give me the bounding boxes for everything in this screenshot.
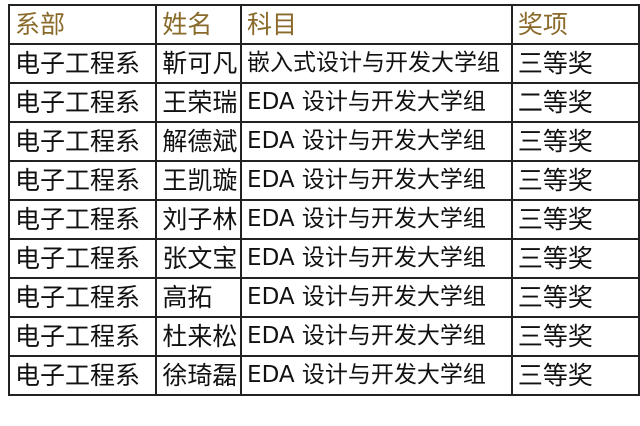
cell-name: 杜来松	[155, 316, 243, 357]
cell-award: 三等奖	[510, 277, 640, 318]
cell-name: 高拓	[155, 277, 243, 318]
header-subject: 科目	[240, 4, 513, 45]
table-row: 电子工程系 高拓 EDA 设计与开发大学组 三等奖	[7, 277, 640, 318]
cell-subject: EDA 设计与开发大学组	[240, 160, 513, 201]
table-row: 电子工程系 杜来松 EDA 设计与开发大学组 三等奖	[7, 316, 640, 357]
cell-award: 三等奖	[510, 355, 640, 396]
cell-department: 电子工程系	[7, 43, 158, 84]
header-name: 姓名	[155, 4, 243, 45]
cell-subject: EDA 设计与开发大学组	[240, 82, 513, 123]
cell-subject: EDA 设计与开发大学组	[240, 277, 513, 318]
cell-name: 徐琦磊	[155, 355, 243, 396]
cell-subject: EDA 设计与开发大学组	[240, 199, 513, 240]
cell-department: 电子工程系	[7, 121, 158, 162]
table-row: 电子工程系 王荣瑞 EDA 设计与开发大学组 二等奖	[7, 82, 640, 123]
table-row: 电子工程系 靳可凡 嵌入式设计与开发大学组 三等奖	[7, 43, 640, 84]
cell-name: 刘子林	[155, 199, 243, 240]
cell-award: 三等奖	[510, 43, 640, 84]
cell-award: 二等奖	[510, 82, 640, 123]
cell-award: 三等奖	[510, 121, 640, 162]
table-row: 电子工程系 张文宝 EDA 设计与开发大学组 三等奖	[7, 238, 640, 279]
header-department: 系部	[7, 4, 158, 45]
cell-department: 电子工程系	[7, 277, 158, 318]
table-row: 电子工程系 刘子林 EDA 设计与开发大学组 三等奖	[7, 199, 640, 240]
cell-department: 电子工程系	[7, 238, 158, 279]
table-row: 电子工程系 徐琦磊 EDA 设计与开发大学组 三等奖	[7, 355, 640, 396]
cell-award: 三等奖	[510, 316, 640, 357]
cell-name: 张文宝	[155, 238, 243, 279]
table-row: 电子工程系 王凯璇 EDA 设计与开发大学组 三等奖	[7, 160, 640, 201]
cell-subject: EDA 设计与开发大学组	[240, 238, 513, 279]
cell-department: 电子工程系	[7, 199, 158, 240]
cell-department: 电子工程系	[7, 160, 158, 201]
cell-subject: EDA 设计与开发大学组	[240, 316, 513, 357]
cell-name: 王凯璇	[155, 160, 243, 201]
cell-award: 三等奖	[510, 199, 640, 240]
cell-name: 王荣瑞	[155, 82, 243, 123]
cell-name: 解德斌	[155, 121, 243, 162]
table-row: 电子工程系 解德斌 EDA 设计与开发大学组 三等奖	[7, 121, 640, 162]
header-row: 系部 姓名 科目 奖项	[7, 4, 640, 45]
cell-subject: EDA 设计与开发大学组	[240, 355, 513, 396]
cell-award: 三等奖	[510, 238, 640, 279]
header-award: 奖项	[510, 4, 640, 45]
cell-award: 三等奖	[510, 160, 640, 201]
cell-department: 电子工程系	[7, 355, 158, 396]
cell-subject: 嵌入式设计与开发大学组	[240, 43, 513, 84]
cell-name: 靳可凡	[155, 43, 243, 84]
cell-department: 电子工程系	[7, 316, 158, 357]
awards-table: 系部 姓名 科目 奖项 电子工程系 靳可凡 嵌入式设计与开发大学组 三等奖 电子工程系王…	[7, 4, 640, 396]
cell-subject: EDA 设计与开发大学组	[240, 121, 513, 162]
cell-department: 电子工程系	[7, 82, 158, 123]
